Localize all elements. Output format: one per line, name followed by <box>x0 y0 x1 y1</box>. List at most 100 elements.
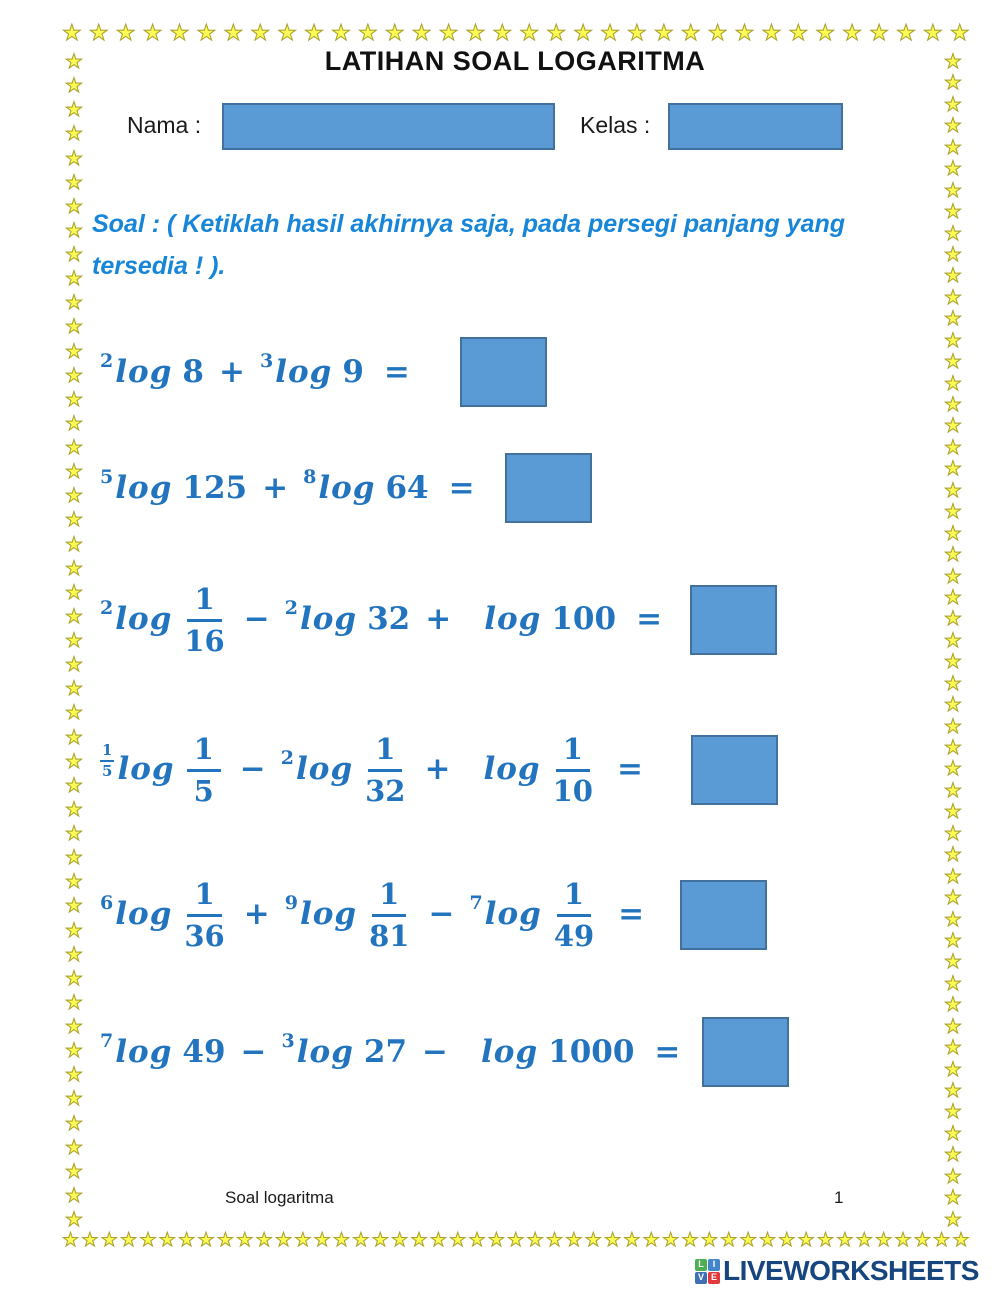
star-icon: ★ <box>65 1040 84 1063</box>
answer-box-1[interactable] <box>459 337 547 407</box>
star-icon: ★ <box>944 629 963 652</box>
star-icon: ★ <box>62 20 83 45</box>
log-term: 5log 125 <box>100 466 247 506</box>
class-input-box[interactable] <box>668 103 843 150</box>
equals-sign: = <box>654 1034 681 1070</box>
star-icon: ★ <box>65 99 84 122</box>
star-icon: ★ <box>944 201 963 224</box>
star-icon: ★ <box>944 415 963 438</box>
answer-box-5[interactable] <box>680 880 768 950</box>
page-title: LATIHAN SOAL LOGARITMA <box>324 46 706 76</box>
star-icon: ★ <box>944 522 963 545</box>
star-icon: ★ <box>855 1230 873 1251</box>
equals-sign: = <box>636 600 663 637</box>
fraction: 1 36 <box>184 878 224 952</box>
star-icon: ★ <box>933 1230 951 1251</box>
star-icon: ★ <box>546 20 567 45</box>
log-term: 1 5 log 1 5 <box>100 733 225 807</box>
fraction-numerator: 1 <box>555 733 590 772</box>
log-argument: 27 <box>363 1034 408 1070</box>
log-term: 2log 32 <box>285 597 411 637</box>
star-icon: ★ <box>707 20 728 45</box>
log-argument: 100 <box>551 600 617 637</box>
fraction-denominator: 16 <box>184 624 225 658</box>
equals-sign: = <box>616 750 643 787</box>
log-argument: 8 <box>182 354 204 390</box>
answer-box-2[interactable] <box>504 453 592 523</box>
answer-box-3[interactable] <box>690 585 778 655</box>
star-icon: ★ <box>944 158 963 181</box>
log-word: log <box>295 750 354 787</box>
star-icon: ★ <box>65 943 84 966</box>
star-icon: ★ <box>277 20 298 45</box>
star-icon: ★ <box>944 72 963 95</box>
fraction-denominator: 81 <box>369 919 410 953</box>
fraction: 1 16 <box>184 583 225 658</box>
star-icon: ★ <box>944 737 963 759</box>
log-word: log <box>275 354 333 390</box>
star-icon: ★ <box>653 20 674 45</box>
star-icon: ★ <box>507 1230 525 1251</box>
log-argument: 9 <box>342 354 364 390</box>
star-icon: ★ <box>952 1230 970 1251</box>
logo-tile-E: E <box>708 1271 720 1284</box>
log-base: 8 <box>303 466 317 488</box>
star-icon: ★ <box>944 222 963 245</box>
class-label: Kelas : <box>580 112 651 138</box>
log-argument: 64 <box>385 470 429 506</box>
instruction-line: tersedia ! ). <box>92 252 226 280</box>
problem-row-1: 2log 8 +3log 9 = <box>100 334 547 410</box>
answer-box-6[interactable] <box>702 1017 790 1087</box>
answer-box-4[interactable] <box>690 735 778 805</box>
equation-2: 5log 125 +8log 64 = <box>100 466 475 506</box>
log-argument: 32 <box>367 600 411 637</box>
footer-document-name: Soal logaritma <box>225 1188 334 1207</box>
log-word: log <box>299 600 358 637</box>
fraction: 1 32 <box>365 733 405 807</box>
star-icon: ★ <box>65 1209 84 1231</box>
star-icon: ★ <box>410 1230 428 1251</box>
operator: + <box>243 895 270 932</box>
star-icon: ★ <box>944 565 963 588</box>
star-icon: ★ <box>313 1230 331 1251</box>
log-word: log <box>115 895 173 932</box>
star-icon: ★ <box>944 1037 963 1060</box>
star-icon: ★ <box>604 1230 622 1251</box>
star-icon: ★ <box>662 1230 680 1251</box>
operator: − <box>239 750 266 787</box>
equals-sign: = <box>618 895 645 932</box>
star-icon: ★ <box>65 991 84 1014</box>
star-icon: ★ <box>65 412 84 435</box>
star-icon: ★ <box>449 1230 467 1251</box>
star-icon: ★ <box>642 1230 660 1251</box>
star-icon: ★ <box>584 1230 602 1251</box>
star-icon: ★ <box>944 672 963 695</box>
star-icon: ★ <box>115 20 136 45</box>
star-icon: ★ <box>331 20 352 45</box>
equals-sign: = <box>448 470 475 506</box>
footer-page-number: 1 <box>834 1188 844 1207</box>
star-icon: ★ <box>65 195 84 218</box>
star-icon: ★ <box>65 123 84 146</box>
star-icon: ★ <box>139 1230 157 1251</box>
logo-tile-I: I <box>708 1258 720 1271</box>
star-icon: ★ <box>778 1230 796 1251</box>
name-input-box[interactable] <box>222 103 555 150</box>
log-base: 3 <box>259 350 274 372</box>
star-icon: ★ <box>65 51 84 73</box>
equation-5: 6log 1 36 +9log 1 81−7log 1 49 = <box>100 878 645 953</box>
problem-row-6: 7log 49−3log 27− log 1000 = <box>100 1014 790 1090</box>
star-icon: ★ <box>216 1230 234 1251</box>
log-term: 3log 9 <box>260 350 364 390</box>
instruction-line: Soal : ( Ketiklah hasil akhirnya saja, p… <box>92 210 846 238</box>
star-icon: ★ <box>65 461 84 484</box>
operator: − <box>240 1034 267 1070</box>
star-icon: ★ <box>573 20 594 45</box>
star-icon: ★ <box>944 844 963 867</box>
star-border-bottom: ★ ★ ★ ★ ★ ★ ★ ★ ★ ★ ★ ★ ★ ★ ★ ★ ★ ★ ★ ★ ★ ★ ★ ★ ★ ★ ★ ★ ★ ★ ★ ★ ★ ★ ★ ★ ★ ★ ★ ★… <box>61 1230 970 1251</box>
